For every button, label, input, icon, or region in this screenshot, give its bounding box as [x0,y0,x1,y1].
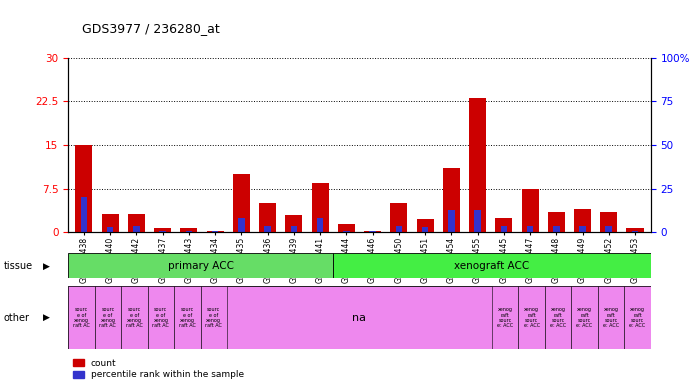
Text: xenog
raft
sourc
e: ACC: xenog raft sourc e: ACC [497,307,513,328]
Bar [68,286,95,349]
Bar [448,210,454,232]
Bar [395,226,402,232]
Text: xenog
raft
sourc
e: ACC: xenog raft sourc e: ACC [550,307,566,328]
Bar [186,230,192,232]
Bar [579,226,586,232]
Text: sourc
e of
xenog
raft AC: sourc e of xenog raft AC [205,307,222,328]
Bar [545,286,571,349]
Bar [553,226,560,232]
Bar [95,286,121,349]
Bar [333,253,651,278]
Bar [626,228,644,232]
Bar [107,227,113,232]
Bar [598,286,624,349]
Text: xenog
raft
sourc
e: ACC: xenog raft sourc e: ACC [523,307,539,328]
Bar [422,227,428,232]
Bar [312,183,329,232]
Text: sourc
e of
xenog
raft AC: sourc e of xenog raft AC [179,307,196,328]
Text: sourc
e of
xenog
raft AC: sourc e of xenog raft AC [152,307,169,328]
Text: na: na [352,313,367,323]
Bar [233,174,250,232]
Bar [443,168,460,232]
Bar [291,226,297,232]
Bar [81,197,87,232]
Bar [317,218,324,232]
Bar [606,226,612,232]
Bar [238,218,245,232]
Bar [338,223,355,232]
Text: GDS3977 / 236280_at: GDS3977 / 236280_at [82,22,220,35]
Bar [102,214,119,232]
Bar [207,230,223,232]
Bar [343,230,349,232]
Bar [180,228,198,232]
Bar [285,215,302,232]
Bar [500,226,507,232]
Bar [200,286,227,349]
Text: sourc
e of
xenog
raft AC: sourc e of xenog raft AC [100,307,116,328]
Bar [148,286,174,349]
Bar [492,286,519,349]
Text: ▶: ▶ [43,262,50,270]
Bar [174,286,200,349]
Bar [571,286,598,349]
Bar [521,189,539,232]
Bar [364,230,381,232]
Bar [600,212,617,232]
Bar [154,228,171,232]
Bar [624,286,651,349]
Text: primary ACC: primary ACC [168,261,234,271]
Bar [548,212,565,232]
Bar [474,210,481,232]
Legend: count, percentile rank within the sample: count, percentile rank within the sample [72,359,244,379]
Bar [68,253,333,278]
Bar [159,230,166,232]
Bar [519,286,545,349]
Bar [527,226,533,232]
Text: other: other [3,313,29,323]
Bar [121,286,148,349]
Bar [417,219,434,232]
Text: xenog
raft
sourc
e: ACC: xenog raft sourc e: ACC [603,307,619,328]
Bar [133,226,140,232]
Text: ▶: ▶ [43,313,50,322]
Text: xenog
raft
sourc
e: ACC: xenog raft sourc e: ACC [629,307,646,328]
Bar [574,209,591,232]
Text: tissue: tissue [3,261,33,271]
Bar [390,203,407,232]
Bar [370,230,376,232]
Bar [496,218,512,232]
Bar [259,203,276,232]
Bar [128,214,145,232]
Text: sourc
e of
xenog
raft AC: sourc e of xenog raft AC [73,307,90,328]
Bar [632,230,638,232]
Bar [75,145,93,232]
Text: sourc
e of
xenog
raft AC: sourc e of xenog raft AC [126,307,143,328]
Bar [469,98,486,232]
Bar [264,226,271,232]
Text: xenog
raft
sourc
e: ACC: xenog raft sourc e: ACC [576,307,592,328]
Text: xenograft ACC: xenograft ACC [454,261,530,271]
